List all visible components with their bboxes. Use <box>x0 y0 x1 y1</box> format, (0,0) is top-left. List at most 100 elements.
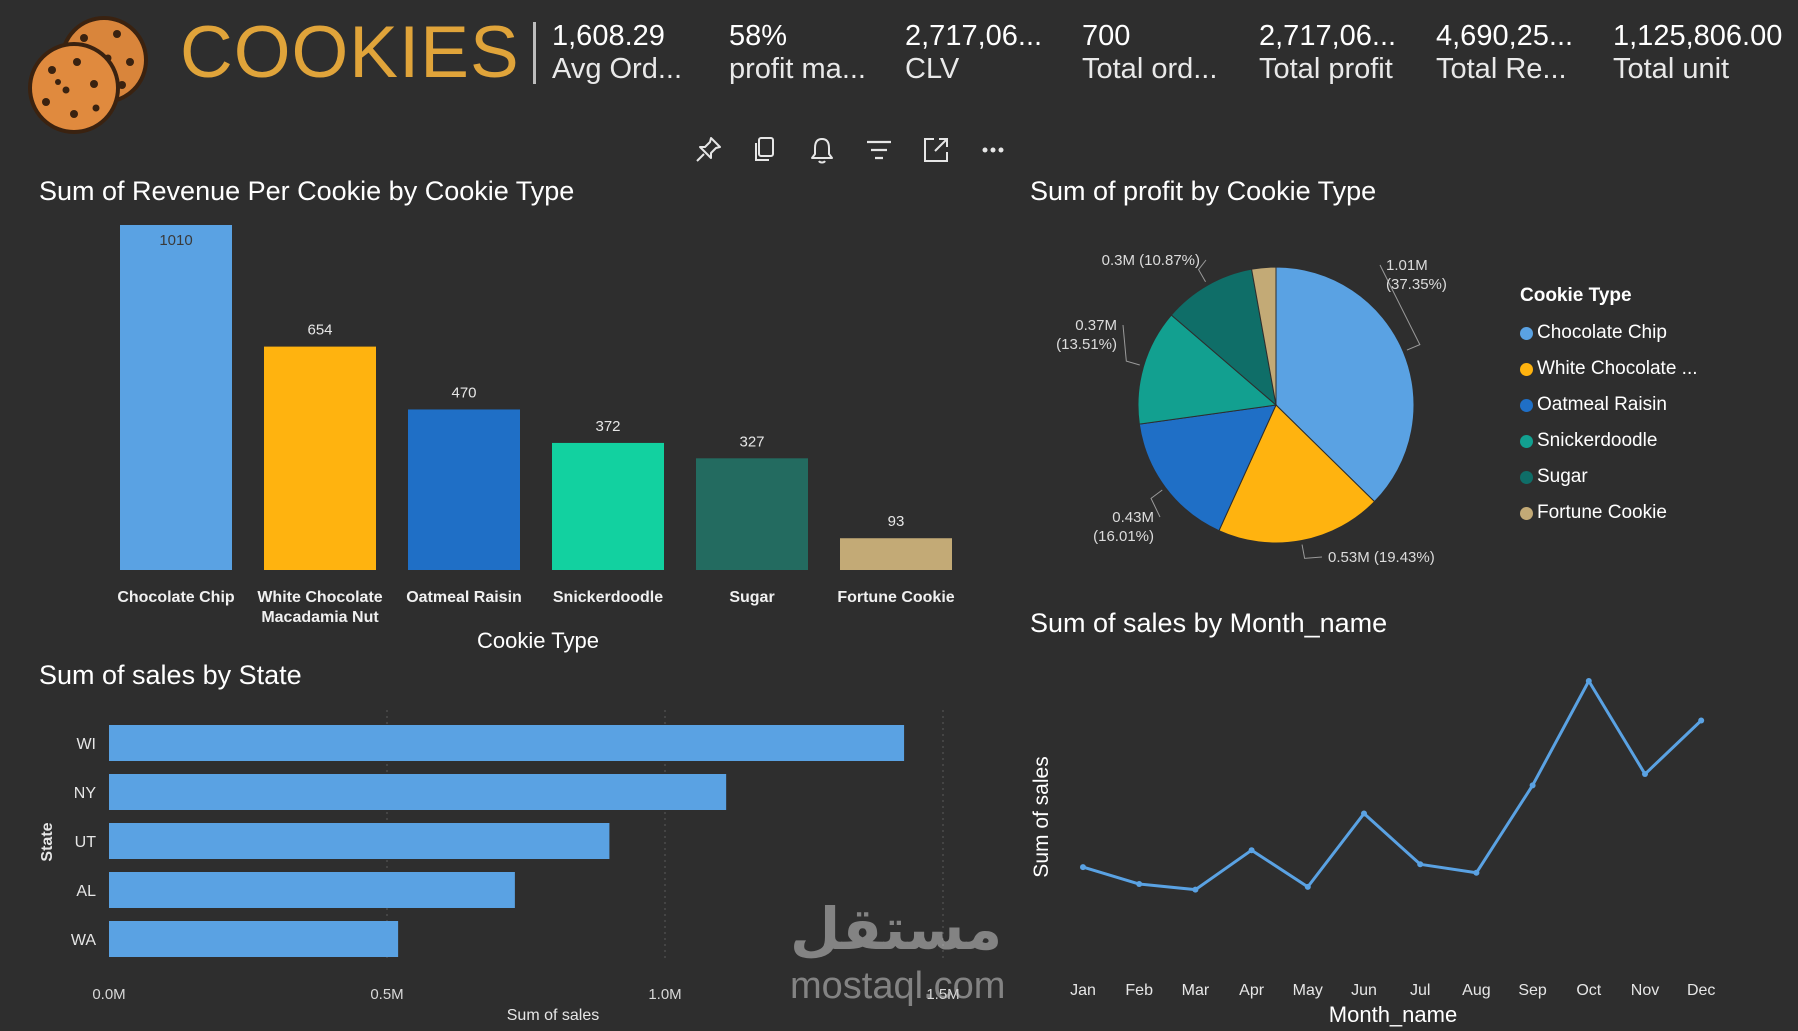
legend-label: Snickerdoodle <box>1537 430 1658 451</box>
legend-label: Fortune Cookie <box>1537 502 1667 523</box>
pie-slice[interactable] <box>1218 404 1376 544</box>
state-category-label: NY <box>74 785 97 802</box>
state-x-tick-label: 1.0M <box>648 986 681 1003</box>
month-tick-label: Oct <box>1576 982 1601 999</box>
kpi-value: 1,608.29 <box>552 20 665 52</box>
legend-swatch <box>1520 326 1533 340</box>
state-bar[interactable] <box>109 774 727 810</box>
month-tick-label: Aug <box>1462 982 1490 999</box>
filter-icon[interactable] <box>863 134 895 166</box>
state-x-tick-label: 0.0M <box>92 986 125 1003</box>
revenue-value-label: 470 <box>451 384 476 401</box>
revenue-bar[interactable] <box>408 409 520 570</box>
pie-leader-line <box>1150 489 1163 518</box>
revenue-bar[interactable] <box>696 458 808 570</box>
pie-slice[interactable] <box>1275 266 1415 503</box>
pie-slice[interactable] <box>1170 268 1277 407</box>
revenue-chart-title: Sum of Revenue Per Cookie by Cookie Type <box>39 176 575 206</box>
sales-point[interactable] <box>1304 883 1311 890</box>
legend-item-fortune-cookie[interactable]: Fortune Cookie <box>1520 495 1790 531</box>
state-category-label: WI <box>76 736 96 753</box>
state-y-axis-title: State <box>39 822 56 861</box>
state-x-tick-label: 0.5M <box>370 986 403 1003</box>
sales-point[interactable] <box>1417 861 1424 868</box>
revenue-category-label: Sugar <box>729 589 774 606</box>
legend-item-chocolate-chip[interactable]: Chocolate Chip <box>1520 315 1790 351</box>
sales-point[interactable] <box>1080 864 1086 871</box>
revenue-bar-chart: 1010 Chocolate Chip 654 White Chocolate Maca… <box>117 225 955 653</box>
legend-item-oatmeal-raisin[interactable]: Oatmeal Raisin <box>1520 387 1790 423</box>
revenue-value-label: 327 <box>739 433 764 450</box>
dashboard-title: COOKIES <box>180 12 520 93</box>
pin-icon[interactable] <box>692 134 724 166</box>
legend-swatch <box>1520 470 1533 484</box>
sales-line[interactable] <box>1082 679 1703 892</box>
kpi-value: 2,717,06... <box>1259 20 1397 52</box>
legend-label: Chocolate Chip <box>1537 322 1667 343</box>
state-bar[interactable] <box>109 872 515 908</box>
pie-leader-line <box>1197 259 1207 282</box>
state-bar[interactable] <box>109 725 905 761</box>
copy-icon[interactable] <box>749 134 781 166</box>
pie-data-label: 0.53M (19.43%) <box>1328 549 1435 566</box>
revenue-category-label: Chocolate Chip <box>117 589 235 606</box>
state-bar[interactable] <box>109 823 610 859</box>
legend-swatch <box>1520 362 1533 376</box>
pie-data-label: (37.35%) <box>1386 276 1447 293</box>
kpi-avg-order[interactable]: 1,608.29 Avg Ord... <box>552 20 712 87</box>
sales-point[interactable] <box>1642 771 1648 778</box>
kpi-total-orders[interactable]: 700 Total ord... <box>1082 20 1242 87</box>
more-options-icon[interactable] <box>977 134 1009 166</box>
revenue-value-label: 1010 <box>159 232 192 249</box>
month-tick-label: Mar <box>1182 982 1210 999</box>
kpi-total-revenue[interactable]: 4,690,25... Total Re... <box>1436 20 1596 87</box>
sales-point[interactable] <box>1698 717 1705 724</box>
state-bar-chart: WI NY UT AL WA 0.0M 0.5M 1.0M 1.5M Sum of sales St… <box>39 710 960 1024</box>
month-tick-label: Jul <box>1410 982 1430 999</box>
month-tick-label: Apr <box>1239 982 1265 999</box>
revenue-category-label: White Chocolate <box>257 589 382 606</box>
legend-item-snickerdoodle[interactable]: Snickerdoodle <box>1520 423 1790 459</box>
cookie-logo-icon <box>28 16 148 134</box>
revenue-category-label: Fortune Cookie <box>837 589 954 606</box>
sales-point[interactable] <box>1585 678 1592 684</box>
pie-data-label: 0.3M (10.87%) <box>1102 252 1200 269</box>
pie-leader-line <box>1301 544 1323 559</box>
legend-title: Cookie Type <box>1520 285 1632 306</box>
kpi-label: Total ord... <box>1082 53 1218 86</box>
bell-icon[interactable] <box>806 134 838 166</box>
revenue-value-label: 93 <box>888 513 905 530</box>
month-tick-label: Nov <box>1631 982 1659 999</box>
kpi-total-units[interactable]: 1,125,806.00 Total unit <box>1613 20 1782 87</box>
sales-point[interactable] <box>1529 782 1536 789</box>
focus-mode-icon[interactable] <box>920 134 952 166</box>
kpi-profit-margin[interactable]: 58% profit ma... <box>729 20 889 87</box>
kpi-label: Total Re... <box>1436 53 1567 86</box>
state-x-axis-title: Sum of sales <box>507 1007 599 1024</box>
watermark-arabic: مستقل <box>790 897 1003 962</box>
kpi-label: Total profit <box>1259 53 1393 86</box>
state-bar[interactable] <box>109 921 399 957</box>
revenue-bar[interactable] <box>552 442 664 570</box>
pie-slice[interactable] <box>1138 404 1277 532</box>
kpi-clv[interactable]: 2,717,06... CLV <box>905 20 1065 87</box>
profit-chart-title: Sum of profit by Cookie Type <box>1030 176 1377 206</box>
legend-item-sugar[interactable]: Sugar <box>1520 459 1790 495</box>
sales-point[interactable] <box>1192 886 1199 893</box>
sales-point[interactable] <box>1136 881 1143 888</box>
profit-pie-chart: 1.01M (37.35%) 0.53M (19.43%) 0.43M (16.01%)… <box>1056 252 1447 566</box>
kpi-total-profit[interactable]: 2,717,06... Total profit <box>1259 20 1419 87</box>
pie-data-label: (16.01%) <box>1093 528 1154 545</box>
legend-item-white-chocolate[interactable]: White Chocolate ... <box>1520 351 1790 387</box>
pie-slice[interactable] <box>1251 266 1277 406</box>
legend-label: White Chocolate ... <box>1537 358 1698 379</box>
pie-slice[interactable] <box>1137 314 1278 425</box>
sales-point[interactable] <box>1473 869 1480 876</box>
sales-point[interactable] <box>1248 847 1255 854</box>
pie-data-label: 0.37M <box>1075 317 1117 334</box>
revenue-bar[interactable] <box>264 346 376 570</box>
sales-point[interactable] <box>1361 810 1367 817</box>
revenue-bar[interactable] <box>840 538 952 570</box>
revenue-bar[interactable] <box>120 225 232 570</box>
month-tick-label: Feb <box>1125 982 1153 999</box>
